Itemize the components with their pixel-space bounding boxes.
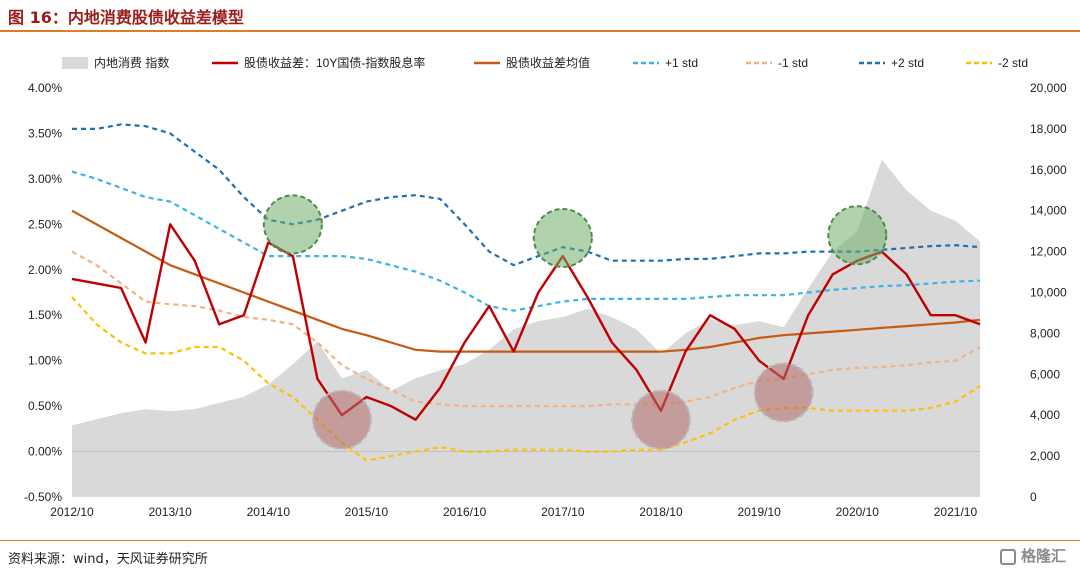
x-tick-label: 2015/10 [345,505,389,519]
watermark: 格隆汇 [999,545,1066,566]
x-tick-label: 2016/10 [443,505,487,519]
y-right-tick-label: 20,000 [1030,81,1067,95]
annotation-circle-red-4 [311,389,372,450]
series-line-spread [71,223,981,421]
y-right-tick-label: 10,000 [1030,286,1067,300]
series-line-plus1 [71,170,981,312]
page-title: 图 16：内地消费股债收益差模型 [8,8,244,27]
legend-label-index: 内地消费 指数 [94,55,169,70]
series-lines-layer [71,123,981,462]
y-right-tick-label: 14,000 [1030,204,1067,218]
legend-label-minus1: -1 std [778,56,808,70]
y-left-tick-label: 3.00% [28,172,62,186]
y-left-tick-label: 2.50% [28,217,62,231]
x-tick-label: 2019/10 [737,505,781,519]
y-right-tick-label: 8,000 [1030,326,1060,340]
series-line-minus2 [71,296,981,462]
x-tick-label: 2013/10 [148,505,192,519]
y-right-tick-label: 12,000 [1030,245,1067,259]
x-tick-label: 2014/10 [247,505,291,519]
legend-swatch-index [62,57,88,69]
legend-label-plus1: +1 std [665,56,698,70]
legend-label-minus2: -2 std [998,56,1028,70]
legend-item-mean: 股债收益差均值 [474,55,590,70]
y-left-tick-label: 0.00% [28,445,62,459]
source-note: 资料来源：wind，天风证券研究所 [8,552,208,567]
legend-item-minus2: -2 std [966,56,1028,70]
legend-label-spread: 股债收益差：10Y国债-指数股息率 [244,55,425,70]
y-left-tick-label: 1.00% [28,354,62,368]
y-left-tick-label: 1.50% [28,308,62,322]
chart: 内地消费 指数 股债收益差：10Y国债-指数股息率 股债收益差均值 +1 std -1 … [24,55,1067,519]
legend-label-plus2: +2 std [891,56,924,70]
watermark-text: 格隆汇 [1020,547,1066,565]
y-right-tick-label: 6,000 [1030,367,1060,381]
annotation-circles-layer [262,194,888,450]
y-left-tick-label: 2.00% [28,263,62,277]
y-left-tick-label: 3.50% [28,126,62,140]
x-tick-label: 2012/10 [50,505,94,519]
series-line-plus2 [72,123,981,267]
legend-item-plus2: +2 std [859,56,924,70]
legend-item-index: 内地消费 指数 [62,55,169,70]
x-tick-label: 2020/10 [836,505,880,519]
y-left-tick-label: 4.00% [28,81,62,95]
annotation-circle-green-2 [532,207,593,268]
annotation-circle-green-1 [262,194,323,255]
legend-label-mean: 股债收益差均值 [506,55,590,70]
x-tick-label: 2017/10 [541,505,585,519]
annotation-circle-red-6 [753,362,814,423]
y-left-tick-label: -0.50% [24,490,62,504]
legend-item-spread: 股债收益差：10Y国债-指数股息率 [212,55,425,70]
y-right-tick-label: 18,000 [1030,122,1067,136]
series-line-mean [71,209,981,353]
y-right-tick-label: 4,000 [1030,408,1060,422]
legend-item-plus1: +1 std [633,56,698,70]
footer-divider [0,540,1080,541]
x-tick-label: 2018/10 [639,505,683,519]
y-right-tick-label: 16,000 [1030,163,1067,177]
y-right-tick-label: 2,000 [1030,449,1060,463]
annotation-circle-green-3 [827,205,888,266]
series-line-minus1 [71,250,981,408]
x-tick-label: 2021/10 [934,505,978,519]
title-divider [0,30,1080,32]
annotation-circle-red-5 [630,389,691,450]
chart-legend: 内地消费 指数 股债收益差：10Y国债-指数股息率 股债收益差均值 +1 std -1 … [62,55,1028,70]
y-right-tick-label: 0 [1030,490,1037,504]
y-left-tick-label: 0.50% [28,399,62,413]
watermark-logo-icon [999,549,1016,565]
chart-axes: -0.50% 0.00% 0.50% 1.00% 1.50% 2.00% 2.50% 3.00… [24,81,1067,519]
legend-item-minus1: -1 std [746,56,808,70]
